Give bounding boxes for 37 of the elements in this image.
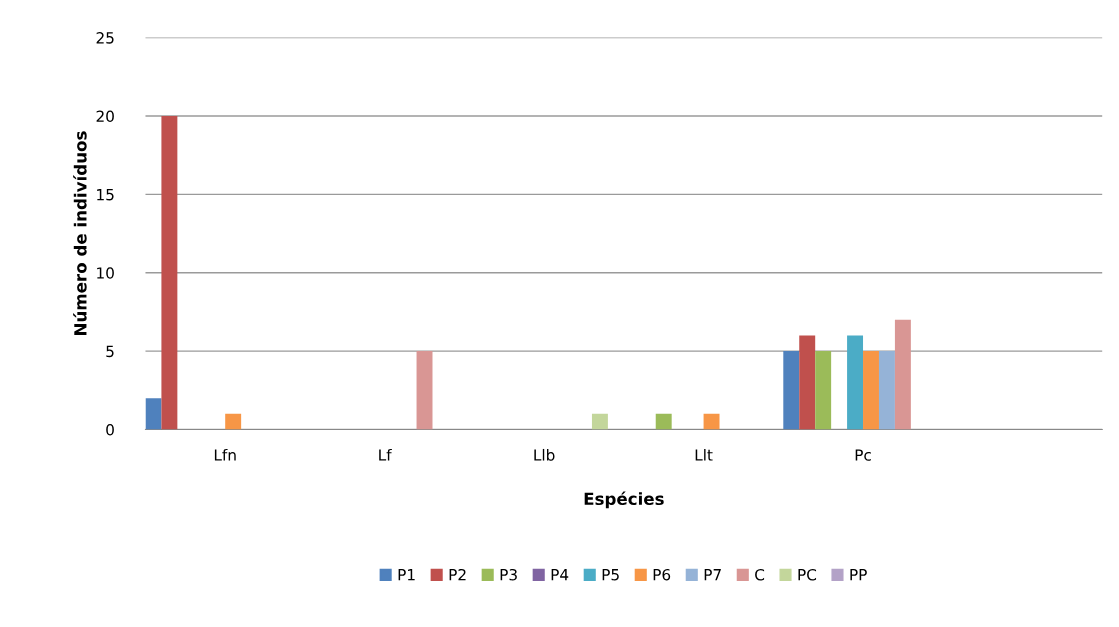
bar <box>815 351 832 430</box>
x-tick-label: Lfn <box>214 448 236 461</box>
legend-label: P2 <box>449 568 466 581</box>
x-tick-label: Llt <box>695 448 713 461</box>
bar <box>894 319 911 430</box>
bar <box>878 351 895 430</box>
x-axis-title: Espécies <box>584 491 664 509</box>
legend-label: C <box>755 568 765 581</box>
y-tick-label: 0 <box>106 423 114 436</box>
bar <box>847 335 864 430</box>
legend-label: P7 <box>704 569 721 581</box>
bar <box>416 351 433 430</box>
x-tick-label: Llb <box>534 448 555 461</box>
legend-label: P1 <box>398 569 415 581</box>
x-tick-label: Pc <box>855 449 871 461</box>
y-tick-label: 10 <box>97 267 114 279</box>
legend-label: PC <box>798 568 817 581</box>
legend-label: P5 <box>602 569 619 581</box>
y-tick-label: 5 <box>106 345 114 358</box>
legend-label: P6 <box>653 568 671 581</box>
bar <box>863 351 879 430</box>
y-tick-label: 15 <box>97 189 114 201</box>
y-tick-label: 25 <box>96 32 114 44</box>
bar <box>655 413 672 430</box>
x-tick-label: Lf <box>379 448 392 461</box>
y-axis-title: Número de indivíduos <box>73 131 87 335</box>
legend-label: PP <box>850 569 867 581</box>
y-tick-label: 20 <box>96 110 114 123</box>
legend-label: P4 <box>551 569 569 581</box>
bar <box>591 413 608 430</box>
bar <box>145 398 162 430</box>
bar <box>161 115 178 430</box>
bar <box>783 351 800 430</box>
bar <box>703 413 720 430</box>
bar <box>225 413 242 430</box>
bar <box>799 335 816 430</box>
legend-label: P3 <box>500 568 517 581</box>
